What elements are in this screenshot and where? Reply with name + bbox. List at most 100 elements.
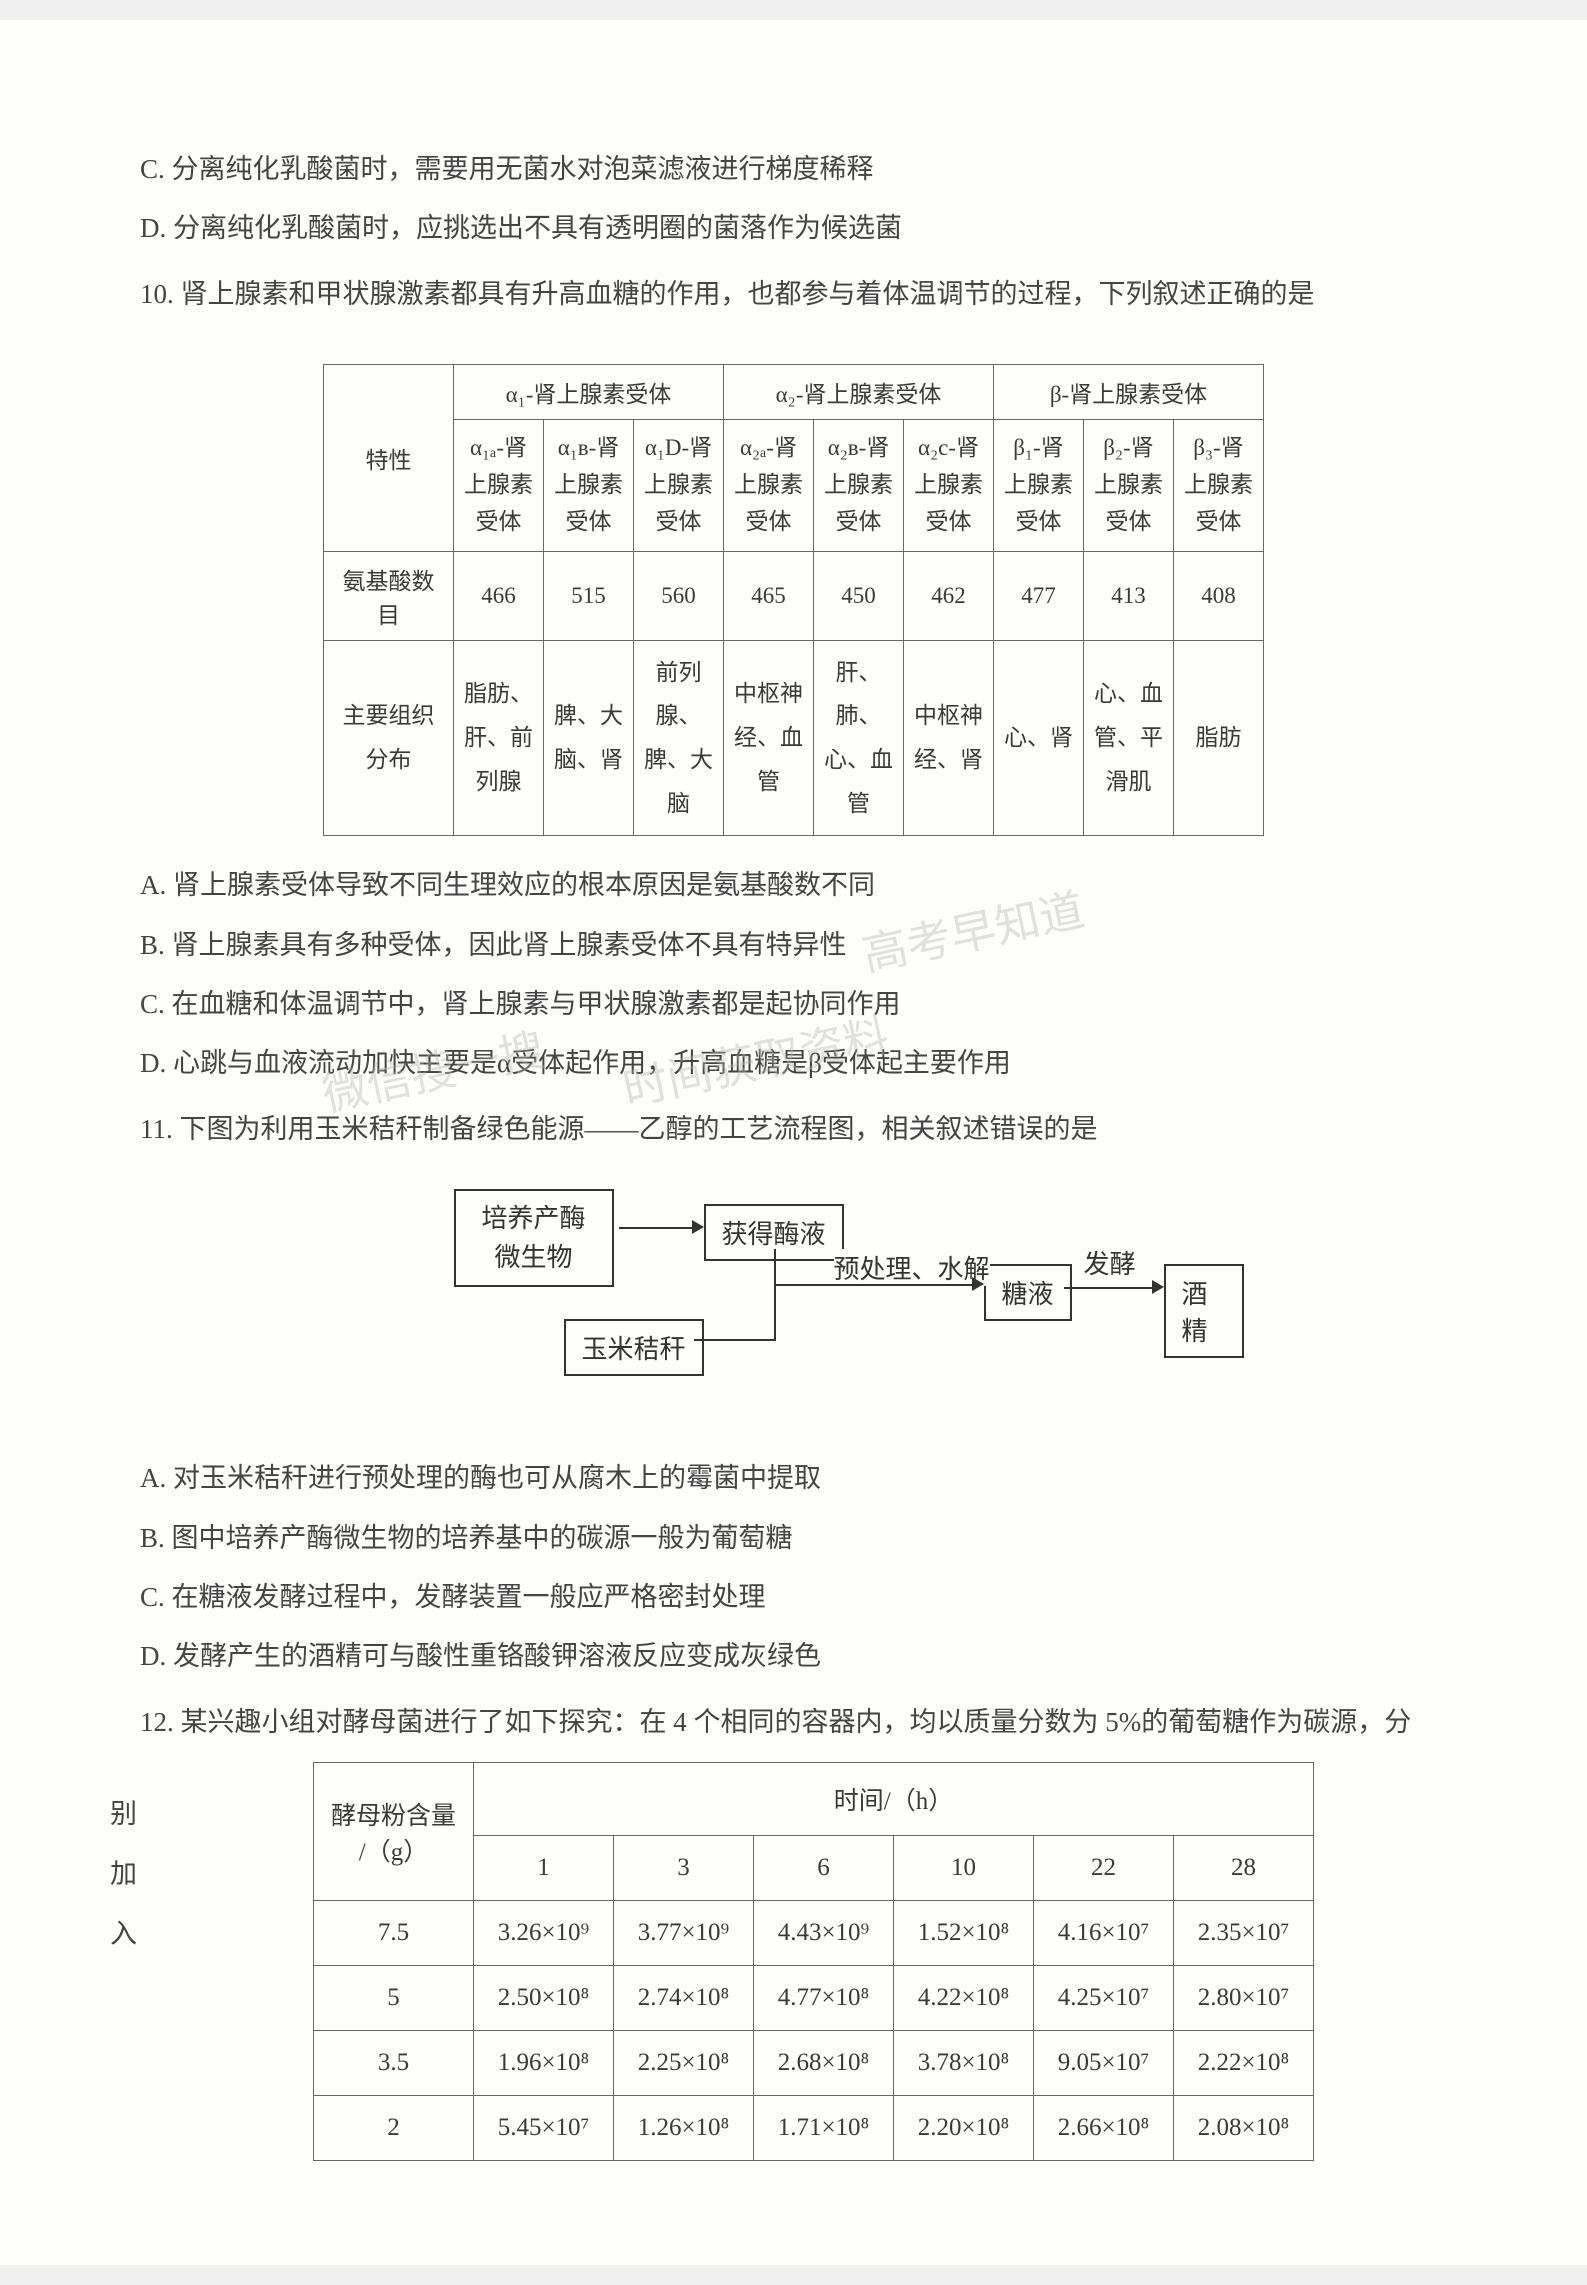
t2-r1-5: 2.80×10⁷ [1174, 1966, 1314, 2031]
arrow-4 [1064, 1287, 1154, 1289]
t1-r2-3: 465 [724, 551, 814, 640]
t2-r0-5: 2.35×10⁷ [1174, 1901, 1314, 1966]
t2-head-time: 时间/（h） [474, 1763, 1314, 1836]
t2-col-2: 6 [754, 1836, 894, 1901]
t1-h-a1a: α₁ₐ-肾上腺素受体 [454, 420, 544, 551]
q10-opt-a: A. 肾上腺素受体导致不同生理效应的根本原因是氨基酸数不同 [140, 856, 1447, 915]
t2-col-4: 22 [1034, 1836, 1174, 1901]
t1-h-b1: β₁-肾上腺素受体 [994, 420, 1084, 551]
arrow-2h [774, 1284, 974, 1286]
t2-r2-4: 9.05×10⁷ [1034, 2031, 1174, 2096]
t2-r0-3: 1.52×10⁸ [894, 1901, 1034, 1966]
diagram-label-ferment: 发酵 [1084, 1244, 1136, 1281]
t2-r1-4: 4.25×10⁷ [1034, 1966, 1174, 2031]
arrow-2-head [972, 1277, 984, 1291]
t2-r2-1: 2.25×10⁸ [614, 2031, 754, 2096]
side-char-2: 加 [110, 1852, 137, 1891]
t1-group-a1: α₁-肾上腺素受体 [454, 365, 724, 420]
diagram-box-straw: 玉米秸秆 [564, 1319, 704, 1376]
t1-group-a2: α₂-肾上腺素受体 [724, 365, 994, 420]
t2-r3-0: 5.45×10⁷ [474, 2096, 614, 2161]
t2-head-left-l1: 酵母粉含量 [328, 1796, 459, 1832]
t1-h-b2: β₂-肾上腺素受体 [1084, 420, 1174, 551]
side-char-3: 入 [110, 1912, 137, 1951]
yeast-table: 酵母粉含量 /（g） 时间/（h） 1 3 6 10 22 28 7.5 3.2… [313, 1762, 1314, 2161]
t1-r2-5: 462 [904, 551, 994, 640]
t1-r2-2: 560 [634, 551, 724, 640]
option-d-q9: D. 分离纯化乳酸菌时，应挑选出不具有透明圈的菌落作为候选菌 [140, 199, 1447, 258]
ethanol-flow-diagram: 培养产酶微生物 获得酶液 玉米秸秆 糖液 酒精 预处理、水解 发酵 [344, 1189, 1244, 1409]
arrow-3h [694, 1339, 774, 1341]
t1-r2-4: 450 [814, 551, 904, 640]
t1-r2-1: 515 [544, 551, 634, 640]
arrow-4-head [1152, 1280, 1164, 1294]
t1-h-b3: β₃-肾上腺素受体 [1174, 420, 1264, 551]
t2-head-left-l2: /（g） [328, 1832, 459, 1868]
diagram-box-microorganism: 培养产酶微生物 [454, 1189, 614, 1287]
t2-r2-0: 1.96×10⁸ [474, 2031, 614, 2096]
question-10: 10. 肾上腺素和甲状腺激素都具有升高血糖的作用，也都参与着体温调节的过程，下列… [140, 265, 1447, 324]
t2-r1-2: 4.77×10⁸ [754, 1966, 894, 2031]
t2-r0-amt: 7.5 [314, 1901, 474, 1966]
q11-opt-a: A. 对玉米秸秆进行预处理的酶也可从腐木上的霉菌中提取 [140, 1449, 1447, 1508]
t2-r0-0: 3.26×10⁹ [474, 1901, 614, 1966]
t1-h-a1d: α₁D-肾上腺素受体 [634, 420, 724, 551]
t1-group-b: β-肾上腺素受体 [994, 365, 1264, 420]
t2-r3-1: 1.26×10⁸ [614, 2096, 754, 2161]
question-11: 11. 下图为利用玉米秸秆制备绿色能源——乙醇的工艺流程图，相关叙述错误的是 [140, 1100, 1447, 1159]
t1-r3-1: 脾、大脑、肾 [544, 640, 634, 836]
t1-r3-5: 中枢神经、肾 [904, 640, 994, 836]
t2-r3-2: 1.71×10⁸ [754, 2096, 894, 2161]
t2-r0-1: 3.77×10⁹ [614, 1901, 754, 1966]
t1-r3-6: 心、肾 [994, 640, 1084, 836]
t1-r2-0: 466 [454, 551, 544, 640]
t1-r2-8: 408 [1174, 551, 1264, 640]
diagram-label-pretreat: 预处理、水解 [834, 1249, 990, 1286]
option-c-q9: C. 分离纯化乳酸菌时，需要用无菌水对泡菜滤液进行梯度稀释 [140, 140, 1447, 199]
t1-r3-8: 脂肪 [1174, 640, 1264, 836]
t1-h-a2c: α₂c-肾上腺素受体 [904, 420, 994, 551]
t2-r3-3: 2.20×10⁸ [894, 2096, 1034, 2161]
t1-r3-2: 前列腺、脾、大脑 [634, 640, 724, 836]
t1-row2h: 氨基酸数目 [324, 551, 454, 640]
t2-r2-2: 2.68×10⁸ [754, 2031, 894, 2096]
t2-col-3: 10 [894, 1836, 1034, 1901]
t2-col-1: 3 [614, 1836, 754, 1901]
q10-opt-b: B. 肾上腺素具有多种受体，因此肾上腺素受体不具有特异性 [140, 916, 1447, 975]
diagram-box-alcohol: 酒精 [1164, 1264, 1244, 1358]
t1-rowhead-texing: 特性 [324, 365, 454, 551]
t2-r1-3: 4.22×10⁸ [894, 1966, 1034, 2031]
receptor-table: 特性 α₁-肾上腺素受体 α₂-肾上腺素受体 β-肾上腺素受体 α₁ₐ-肾上腺素… [323, 364, 1264, 836]
t2-r3-4: 2.66×10⁸ [1034, 2096, 1174, 2161]
t1-r3-4: 肝、肺、心、血管 [814, 640, 904, 836]
t2-r0-4: 4.16×10⁷ [1034, 1901, 1174, 1966]
t2-col-0: 1 [474, 1836, 614, 1901]
t2-r2-5: 2.22×10⁸ [1174, 2031, 1314, 2096]
arrow-2v [774, 1249, 776, 1284]
t2-r3-5: 2.08×10⁸ [1174, 2096, 1314, 2161]
side-char-1: 别 [110, 1792, 137, 1831]
arrow-1 [619, 1227, 694, 1229]
t1-h-a2a: α₂ₐ-肾上腺素受体 [724, 420, 814, 551]
t2-head-left: 酵母粉含量 /（g） [314, 1763, 474, 1901]
diagram-box-sugar: 糖液 [984, 1264, 1072, 1321]
t2-r2-3: 3.78×10⁸ [894, 2031, 1034, 2096]
t1-r3-0: 脂肪、肝、前列腺 [454, 640, 544, 836]
t1-r3-7: 心、血管、平滑肌 [1084, 640, 1174, 836]
t1-r2-7: 413 [1084, 551, 1174, 640]
t2-r1-0: 2.50×10⁸ [474, 1966, 614, 2031]
q10-opt-d: D. 心跳与血液流动加快主要是α受体起作用，升高血糖是β受体起主要作用 [140, 1034, 1447, 1093]
arrow-3v [774, 1284, 776, 1341]
t2-r1-amt: 5 [314, 1966, 474, 2031]
t1-h-a2b: α₂в-肾上腺素受体 [814, 420, 904, 551]
t2-r3-amt: 2 [314, 2096, 474, 2161]
q11-opt-d: D. 发酵产生的酒精可与酸性重铬酸钾溶液反应变成灰绿色 [140, 1627, 1447, 1686]
q10-opt-c: C. 在血糖和体温调节中，肾上腺素与甲状腺激素都是起协同作用 [140, 975, 1447, 1034]
question-12: 12. 某兴趣小组对酵母菌进行了如下探究：在 4 个相同的容器内，均以质量分数为… [140, 1693, 1447, 1752]
t1-row3h: 主要组织分布 [324, 640, 454, 836]
arrow-1-head [692, 1220, 704, 1234]
exam-page: C. 分离纯化乳酸菌时，需要用无菌水对泡菜滤液进行梯度稀释 D. 分离纯化乳酸菌… [0, 20, 1587, 2265]
t2-r0-2: 4.43×10⁹ [754, 1901, 894, 1966]
t2-r2-amt: 3.5 [314, 2031, 474, 2096]
t1-r3-3: 中枢神经、血管 [724, 640, 814, 836]
